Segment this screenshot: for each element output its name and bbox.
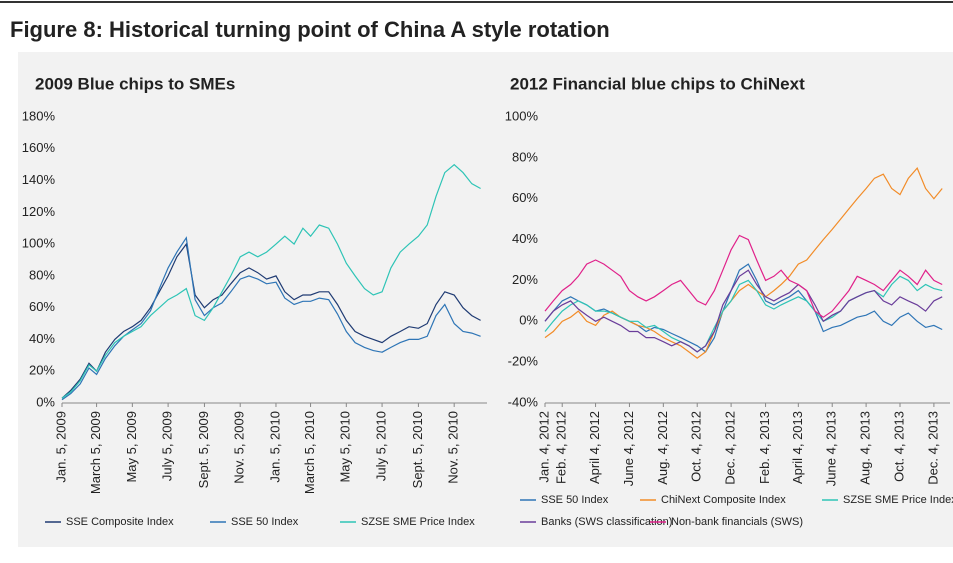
- panel: [18, 52, 953, 547]
- legend-label: SSE 50 Index: [231, 516, 299, 528]
- legend-label: Banks (SWS classification): [541, 516, 672, 528]
- y-tick-label: -40%: [508, 394, 539, 409]
- x-tick-label: Sept. 5, 2010: [410, 411, 425, 488]
- y-tick-label: 20%: [29, 363, 55, 378]
- y-tick-label: 80%: [29, 267, 55, 282]
- x-tick-label: Sept. 5, 2009: [196, 411, 211, 488]
- series-line: [544, 166, 943, 359]
- x-tick-label: Aug. 4, 2013: [858, 411, 873, 485]
- legend-label: SSE Composite Index: [66, 516, 174, 528]
- y-tick-label: 120%: [22, 204, 56, 219]
- y-tick-label: 100%: [22, 236, 56, 251]
- x-tick-label: June 4, 2013: [824, 411, 839, 486]
- figure-title: Figure 8: Historical turning point of Ch…: [10, 17, 610, 42]
- y-tick-label: 140%: [22, 172, 56, 187]
- x-tick-label: Feb. 4, 2013: [757, 411, 772, 484]
- legend-label: SZSE SME Price Index: [843, 494, 953, 506]
- x-tick-label: May 5, 2010: [338, 411, 353, 483]
- x-tick-label: Nov. 5, 2009: [232, 411, 247, 484]
- chart-title: 2009 Blue chips to SMEs: [35, 74, 235, 93]
- x-tick-label: July 5, 2009: [160, 411, 175, 481]
- y-tick-label: 40%: [512, 231, 538, 246]
- x-tick-label: Feb. 4, 2012: [554, 411, 569, 484]
- y-tick-label: -20%: [508, 354, 539, 369]
- legend-label: SZSE SME Price Index: [361, 516, 475, 528]
- x-tick-label: Dec. 4, 2012: [723, 411, 738, 485]
- y-tick-label: 180%: [22, 108, 56, 123]
- series-line: [61, 163, 481, 399]
- x-tick-label: July 5, 2010: [374, 411, 389, 481]
- y-tick-label: 160%: [22, 140, 56, 155]
- x-tick-label: Dec. 4, 2013: [925, 411, 940, 485]
- series-line: [61, 236, 481, 401]
- x-tick-label: June 4, 2012: [621, 411, 636, 486]
- x-tick-label: Oct. 4, 2013: [891, 411, 906, 482]
- x-tick-label: Jan. 5, 2009: [53, 411, 68, 483]
- x-tick-label: Aug. 4, 2012: [655, 411, 670, 485]
- series-line: [544, 269, 943, 353]
- y-tick-label: 20%: [512, 272, 538, 287]
- y-tick-label: 100%: [505, 108, 539, 123]
- x-tick-label: Jan. 5, 2010: [267, 411, 282, 483]
- y-tick-label: 60%: [29, 299, 55, 314]
- x-tick-label: Oct. 4, 2012: [689, 411, 704, 482]
- legend-label: Non-bank financials (SWS): [671, 516, 803, 528]
- series-line: [544, 234, 943, 318]
- y-tick-label: 40%: [29, 331, 55, 346]
- y-tick-label: 80%: [512, 149, 538, 164]
- chart-title: 2012 Financial blue chips to ChiNext: [510, 74, 805, 93]
- x-tick-label: April 4, 2012: [587, 411, 602, 484]
- x-tick-label: Jan. 4, 2012: [536, 411, 551, 483]
- series-line: [61, 242, 481, 399]
- x-tick-label: March 5, 2010: [302, 411, 317, 494]
- legend-label: SSE 50 Index: [541, 494, 609, 506]
- legend-label: ChiNext Composite Index: [661, 494, 786, 506]
- y-tick-label: 0%: [519, 313, 538, 328]
- x-tick-label: May 5, 2009: [124, 411, 139, 483]
- x-tick-label: April 4, 2013: [790, 411, 805, 484]
- y-tick-label: 60%: [512, 190, 538, 205]
- y-tick-label: 0%: [36, 394, 55, 409]
- x-tick-label: Nov. 5, 2010: [446, 411, 461, 484]
- x-tick-label: March 5, 2009: [88, 411, 103, 494]
